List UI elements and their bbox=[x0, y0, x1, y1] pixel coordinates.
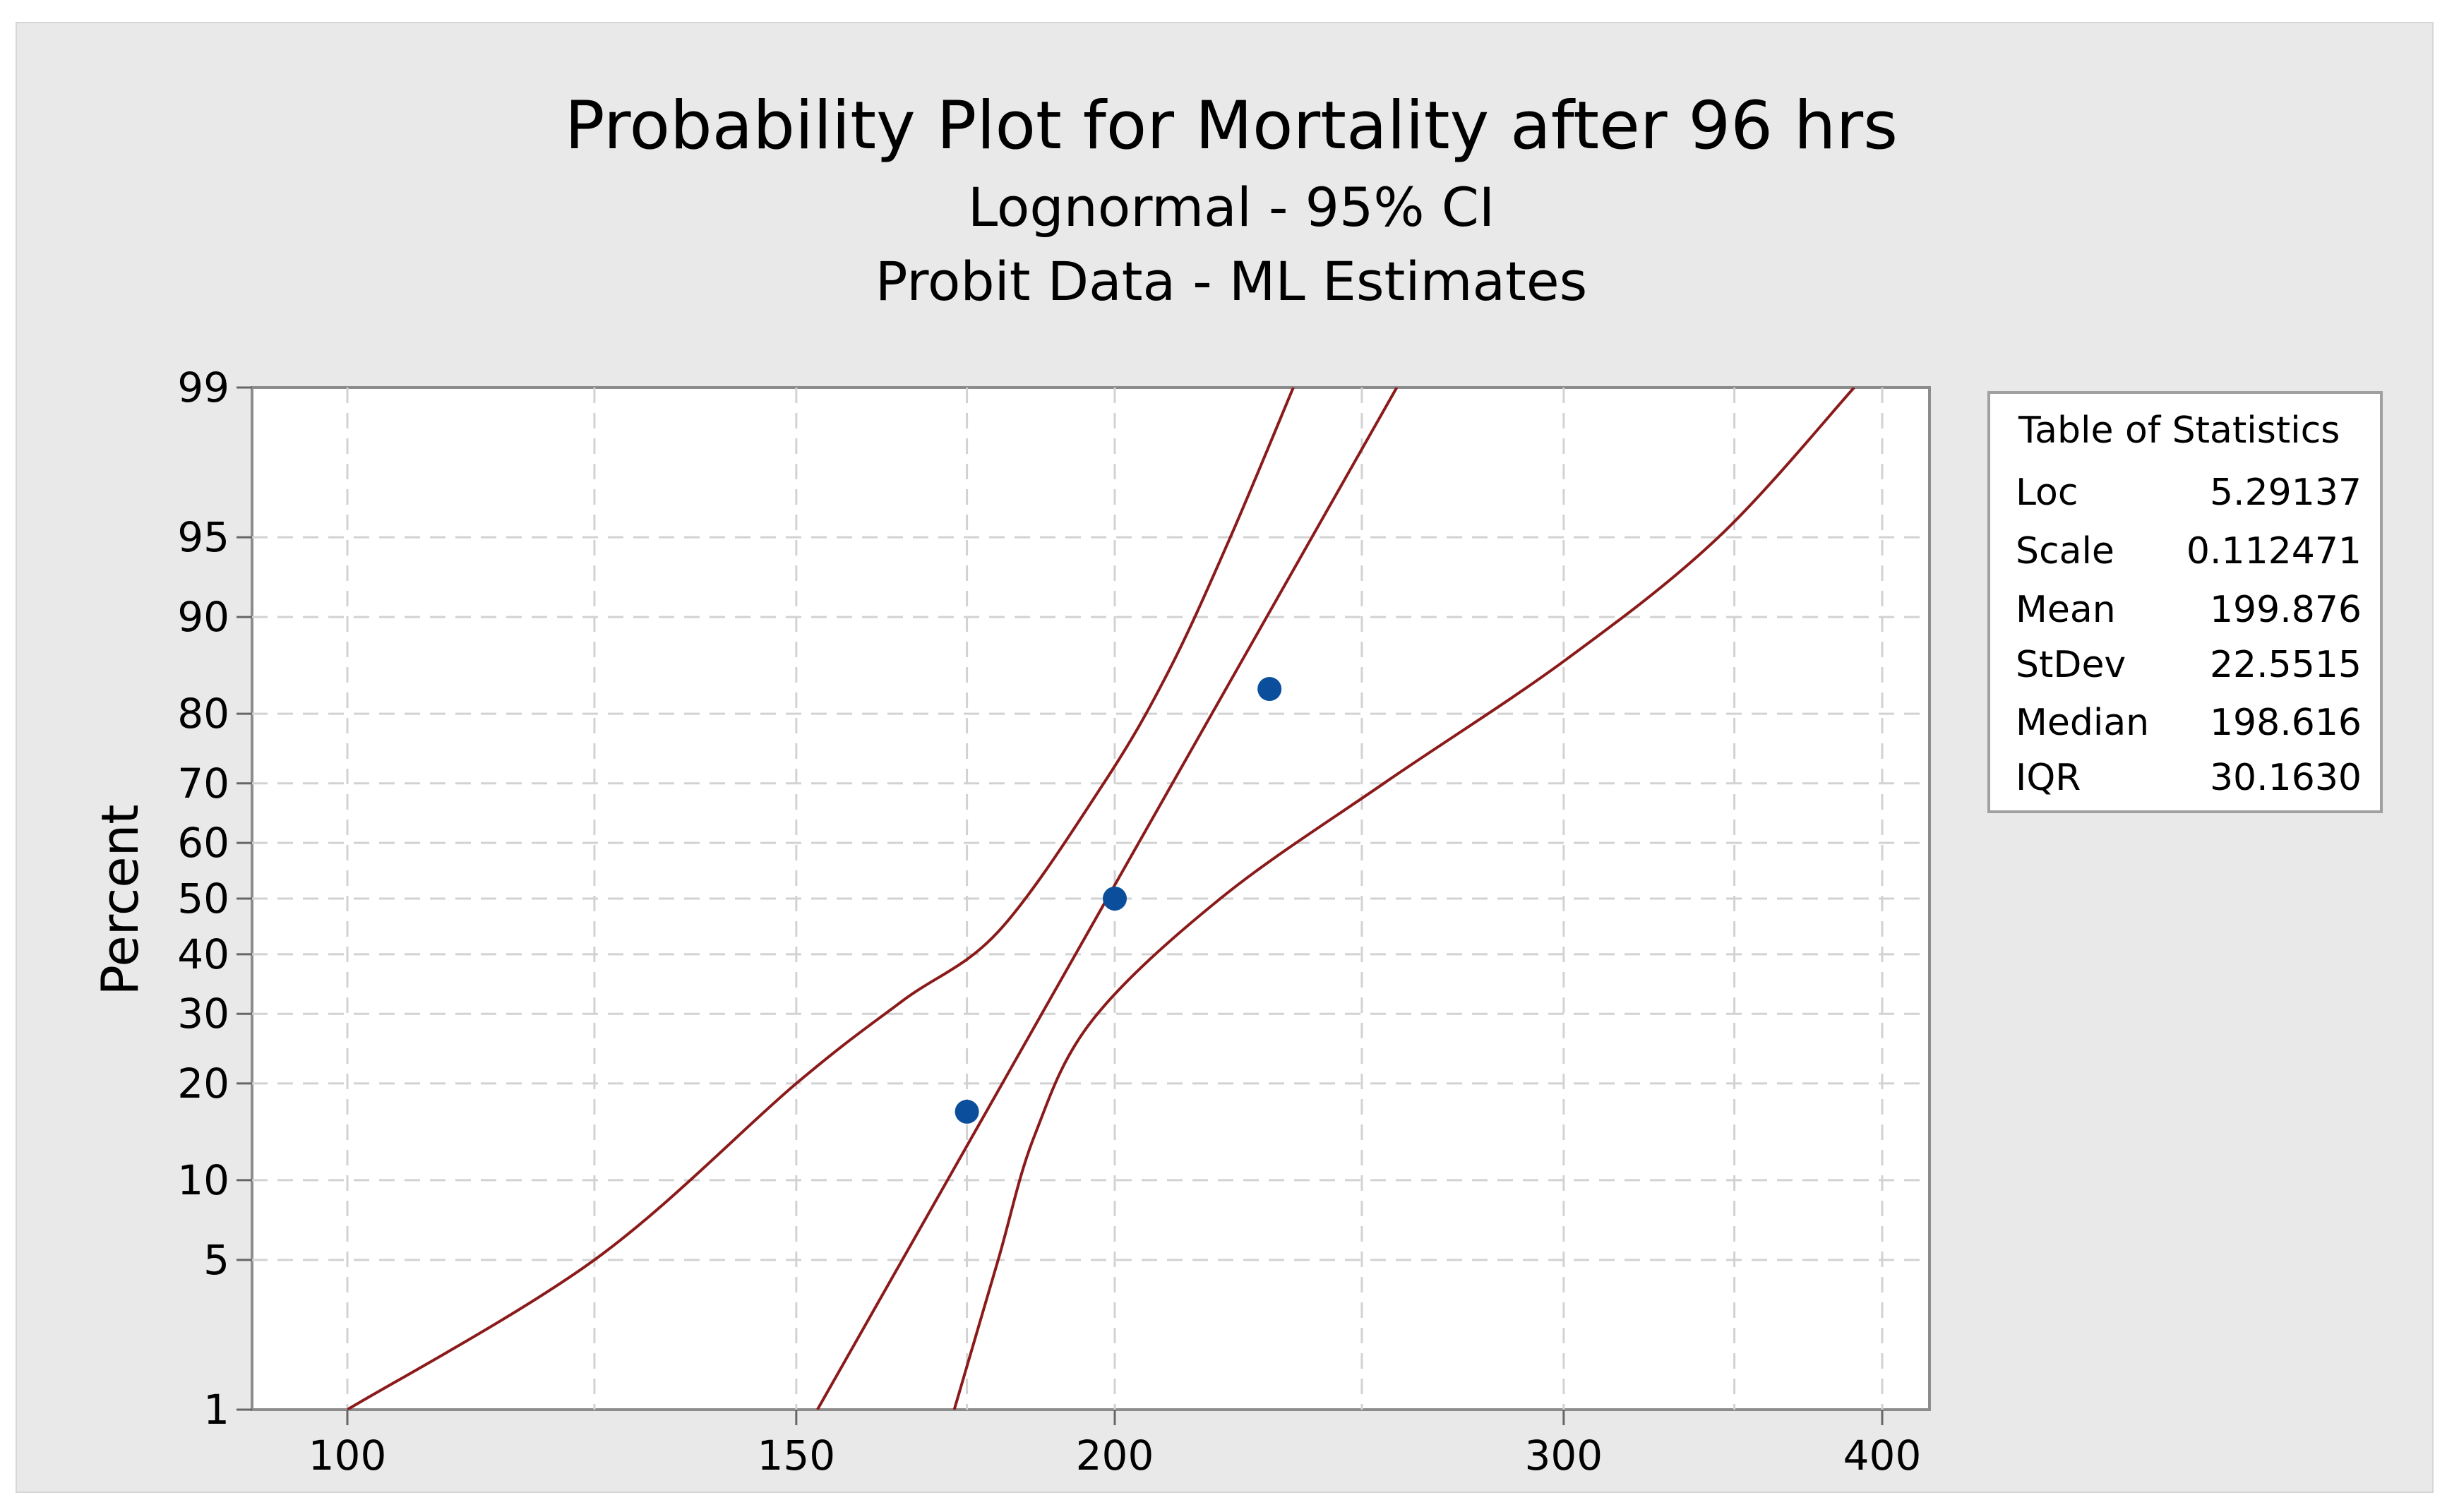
chart-subtitle-1: Lognormal - 95% CI bbox=[968, 176, 1495, 239]
x-axis-ticks: 100 150 200 300 400 bbox=[309, 1410, 1922, 1480]
stat-row-stdev: StDev 22.5515 bbox=[2016, 644, 2362, 699]
stat-value: 199.876 bbox=[2209, 589, 2362, 631]
data-point bbox=[955, 1099, 979, 1124]
y-tick-label: 70 bbox=[177, 760, 229, 808]
stat-name: StDev bbox=[2016, 644, 2126, 686]
data-points bbox=[955, 677, 1282, 1124]
stat-row-median: Median 198.616 bbox=[2016, 702, 2362, 757]
y-tick-label: 30 bbox=[177, 990, 229, 1038]
x-tick-label: 150 bbox=[757, 1432, 835, 1480]
y-tick-label: 99 bbox=[177, 364, 229, 412]
stat-row-iqr: IQR 30.1630 bbox=[2016, 757, 2362, 812]
stats-table-title: Table of Statistics bbox=[2018, 409, 2340, 452]
y-tick-label: 20 bbox=[177, 1060, 229, 1108]
y-tick-label: 95 bbox=[177, 513, 229, 561]
stat-row-scale: Scale 0.112471 bbox=[2016, 530, 2362, 585]
y-tick-label: 5 bbox=[203, 1236, 229, 1284]
stat-name: Loc bbox=[2016, 472, 2078, 514]
stat-value: 5.29137 bbox=[2209, 472, 2362, 514]
x-tick-label: 400 bbox=[1843, 1432, 1922, 1480]
stat-row-loc: Loc 5.29137 bbox=[2016, 472, 2362, 527]
y-tick-label: 60 bbox=[177, 819, 229, 867]
ci-lower-curve bbox=[952, 388, 1855, 1410]
stat-row-mean: Mean 199.876 bbox=[2016, 589, 2362, 644]
stat-name: IQR bbox=[2016, 757, 2081, 799]
y-tick-label: 1 bbox=[203, 1386, 229, 1434]
y-tick-label: 90 bbox=[177, 593, 229, 641]
x-tick-label: 200 bbox=[1076, 1432, 1154, 1480]
stat-name: Scale bbox=[2016, 530, 2114, 572]
chart-title: Probability Plot for Mortality after 96 … bbox=[565, 88, 1898, 164]
chart-subtitle-2: Probit Data - ML Estimates bbox=[875, 250, 1587, 313]
y-axis-label: Percent bbox=[90, 805, 150, 996]
y-tick-label: 80 bbox=[177, 690, 229, 738]
stat-name: Median bbox=[2016, 702, 2150, 744]
y-axis-ticks: 1 5 10 20 30 40 50 60 70 80 90 95 99 bbox=[177, 364, 252, 1434]
stat-name: Mean bbox=[2016, 589, 2116, 631]
y-tick-label: 50 bbox=[177, 875, 229, 923]
stat-value: 0.112471 bbox=[2186, 530, 2362, 572]
x-tick-label: 300 bbox=[1524, 1432, 1603, 1480]
data-point bbox=[1257, 677, 1282, 702]
stat-value: 198.616 bbox=[2209, 702, 2362, 744]
y-tick-label: 40 bbox=[177, 930, 229, 978]
stat-value: 30.1630 bbox=[2209, 757, 2362, 799]
stat-value: 22.5515 bbox=[2209, 644, 2362, 686]
ci-upper-curve bbox=[346, 388, 1295, 1410]
table-of-statistics: Table of Statistics Loc 5.29137 Scale 0.… bbox=[1987, 391, 2383, 813]
x-tick-label: 100 bbox=[309, 1432, 387, 1480]
grid-lines bbox=[252, 388, 1930, 1410]
data-point bbox=[1103, 887, 1127, 911]
y-tick-label: 10 bbox=[177, 1156, 229, 1204]
